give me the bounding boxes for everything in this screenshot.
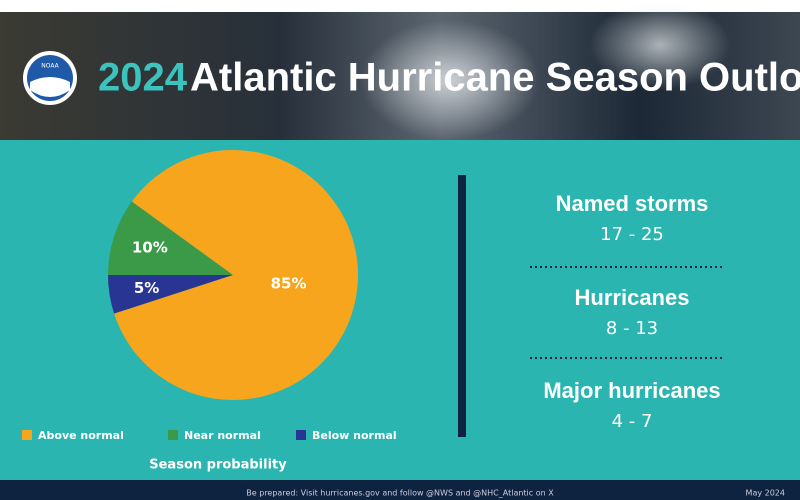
data-label: 85% (271, 274, 307, 292)
outlook-value: 4 - 7 (612, 411, 653, 432)
storm-cloud (360, 20, 540, 140)
legend-swatch (168, 430, 178, 440)
legend-label: Below normal (312, 429, 397, 442)
pie-slice (114, 150, 359, 401)
legend-label: Above normal (38, 429, 124, 442)
pie-slice (108, 201, 233, 275)
data-label: 5% (134, 279, 159, 297)
outlook-label: Major hurricanes (543, 378, 720, 403)
axis-label: Season probability (149, 458, 287, 473)
logo-text: NOAA (41, 63, 59, 70)
outlook-value: 17 - 25 (600, 224, 664, 245)
title: Atlantic Hurricane Season Outlook (190, 56, 800, 100)
legend-label: Near normal (184, 429, 261, 442)
outlook-label: Hurricanes (575, 285, 690, 310)
data-label: 10% (132, 238, 168, 256)
outlook-value: 8 - 13 (606, 318, 658, 339)
outlook-label: Named storms (556, 191, 709, 216)
divider (458, 175, 466, 437)
title-year: 2024 (98, 56, 188, 100)
footer-date: May 2024 (746, 489, 785, 498)
footer (0, 480, 800, 500)
legend-swatch (22, 430, 32, 440)
legend-swatch (296, 430, 306, 440)
storm-cloud (590, 0, 730, 90)
footer-note: Be prepared: Visit hurricanes.gov and fo… (246, 489, 554, 498)
logo-wave (30, 77, 70, 97)
pie-slice (108, 275, 233, 314)
